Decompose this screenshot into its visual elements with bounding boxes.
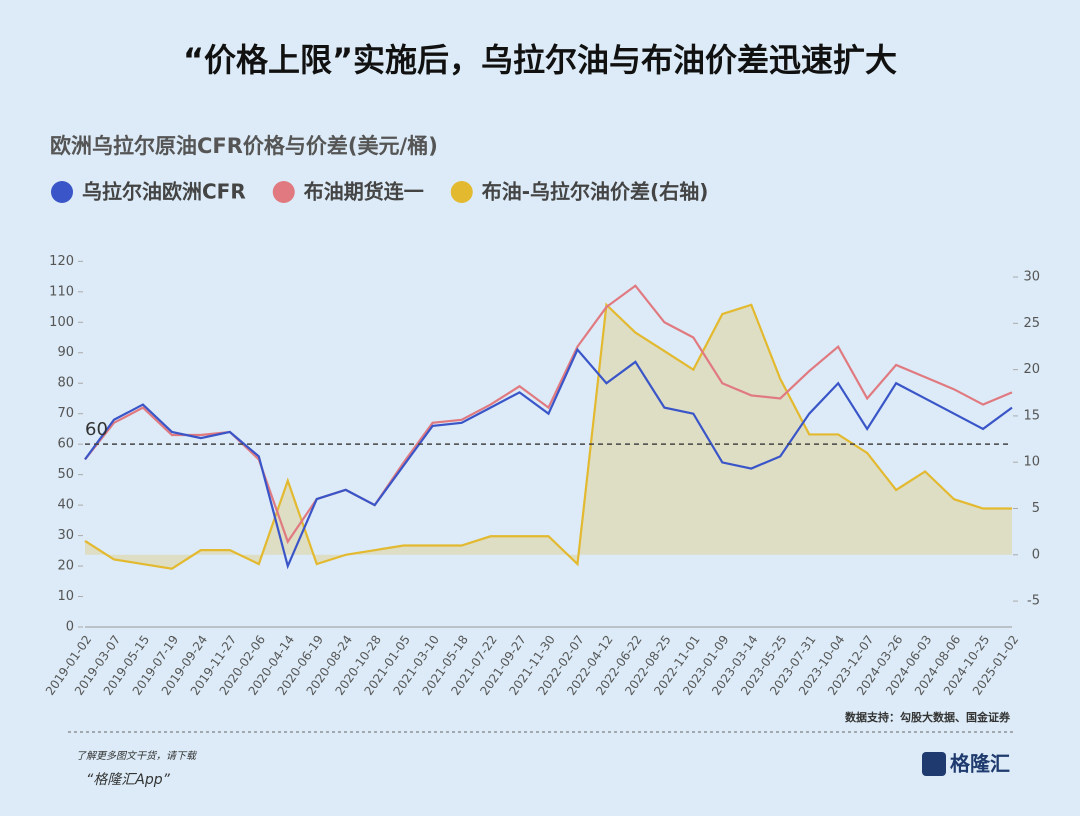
y-tick-label: 70	[57, 406, 74, 421]
chart-title: 欧洲乌拉尔原油CFR价格与价差(美元/桶)	[50, 134, 438, 158]
series-line	[84, 347, 1013, 570]
y-tick-label: 40	[57, 498, 74, 513]
y2-tick-label: 10	[1023, 455, 1040, 470]
page-title: “价格上限”实施后，乌拉尔油与布油价差迅速扩大	[183, 41, 897, 79]
y-tick-label: 20	[57, 559, 74, 574]
y-tick-label: 30	[57, 528, 74, 543]
reference-label: 60	[85, 419, 108, 440]
y-tick-label: 100	[49, 315, 74, 330]
y-tick-label: 60	[57, 437, 74, 452]
legend-marker	[272, 181, 295, 203]
area	[85, 304, 1012, 569]
legend-label: 乌拉尔油欧洲CFR	[82, 180, 246, 204]
y-tick-label: 10	[57, 589, 74, 604]
legend-marker	[51, 181, 73, 203]
logo-icon	[922, 752, 946, 776]
y2-tick-label: 0	[1032, 547, 1040, 562]
legend-label: 布油-乌拉尔油价差(右轴)	[482, 180, 709, 204]
y-tick-label: 110	[49, 284, 74, 299]
y2-tick-label: 15	[1023, 408, 1040, 423]
y-tick-label: 90	[57, 345, 74, 360]
series-line	[84, 302, 1012, 570]
legend-marker	[450, 181, 473, 203]
y2-tick-label: 5	[1032, 501, 1040, 516]
legend-label: 布油期货连一	[304, 180, 424, 204]
y-tick-label: 0	[66, 620, 74, 635]
footer-text: 了解更多图文干货，请下载	[76, 750, 198, 762]
y2-tick-label: 30	[1023, 270, 1040, 285]
y-tick-label: 120	[49, 254, 74, 269]
y-tick-label: 80	[57, 376, 74, 391]
logo-text: 格隆汇	[950, 752, 1010, 776]
source: 数据支持：勾股大数据、国金证券	[845, 710, 1011, 724]
footer-app: “格隆汇App”	[86, 772, 171, 788]
y2-tick-label: 25	[1023, 316, 1040, 331]
y2-tick-label: -5	[1027, 594, 1040, 609]
y-tick-label: 50	[57, 467, 74, 482]
y2-tick-label: 20	[1023, 362, 1040, 377]
